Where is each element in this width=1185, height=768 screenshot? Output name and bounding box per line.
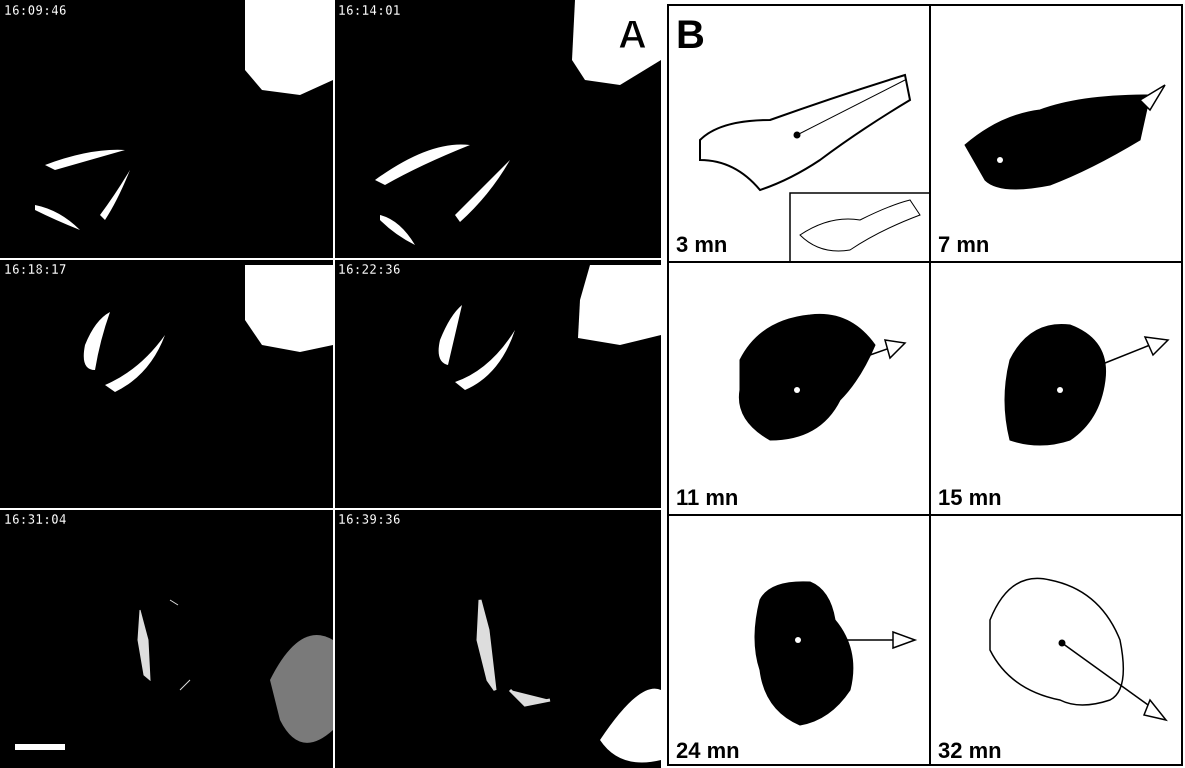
panel-label: B [676,13,705,57]
panel-a: 16:09:46 16:14:01 16:18:17 16:22:36 16:3… [0,0,661,768]
timestamp: 16:18:17 [4,263,67,278]
panel-b [668,5,1182,765]
frame-label: 15 mn [938,485,1002,510]
frame-label: 7 mn [938,232,989,257]
timestamp: 16:39:36 [338,513,401,528]
cell [755,582,853,725]
timestamp: 16:09:46 [4,4,67,19]
inset [790,193,930,262]
scale-bar [15,744,65,750]
frame-label: 3 mn [676,232,727,257]
frame-label: 24 mn [676,738,740,763]
timestamp: 16:22:36 [338,263,401,278]
bright-region [245,265,333,352]
timestamp: 16:31:04 [4,513,67,528]
bright-region [578,265,661,345]
micrograph [0,510,333,768]
frame-label: 11 mn [676,485,738,510]
timestamp: 16:14:01 [338,4,401,19]
bright-region [245,0,333,95]
cell-outline [700,75,910,190]
cell-outline [800,200,920,251]
cell [739,314,875,440]
figure: 16:09:46 16:14:01 16:18:17 16:22:36 16:3… [0,0,1185,768]
panel-label: A [618,13,647,57]
frame-label: 32 mn [938,738,1002,763]
cell-outline [990,578,1123,705]
cell [1005,324,1106,445]
cell [965,95,1150,189]
